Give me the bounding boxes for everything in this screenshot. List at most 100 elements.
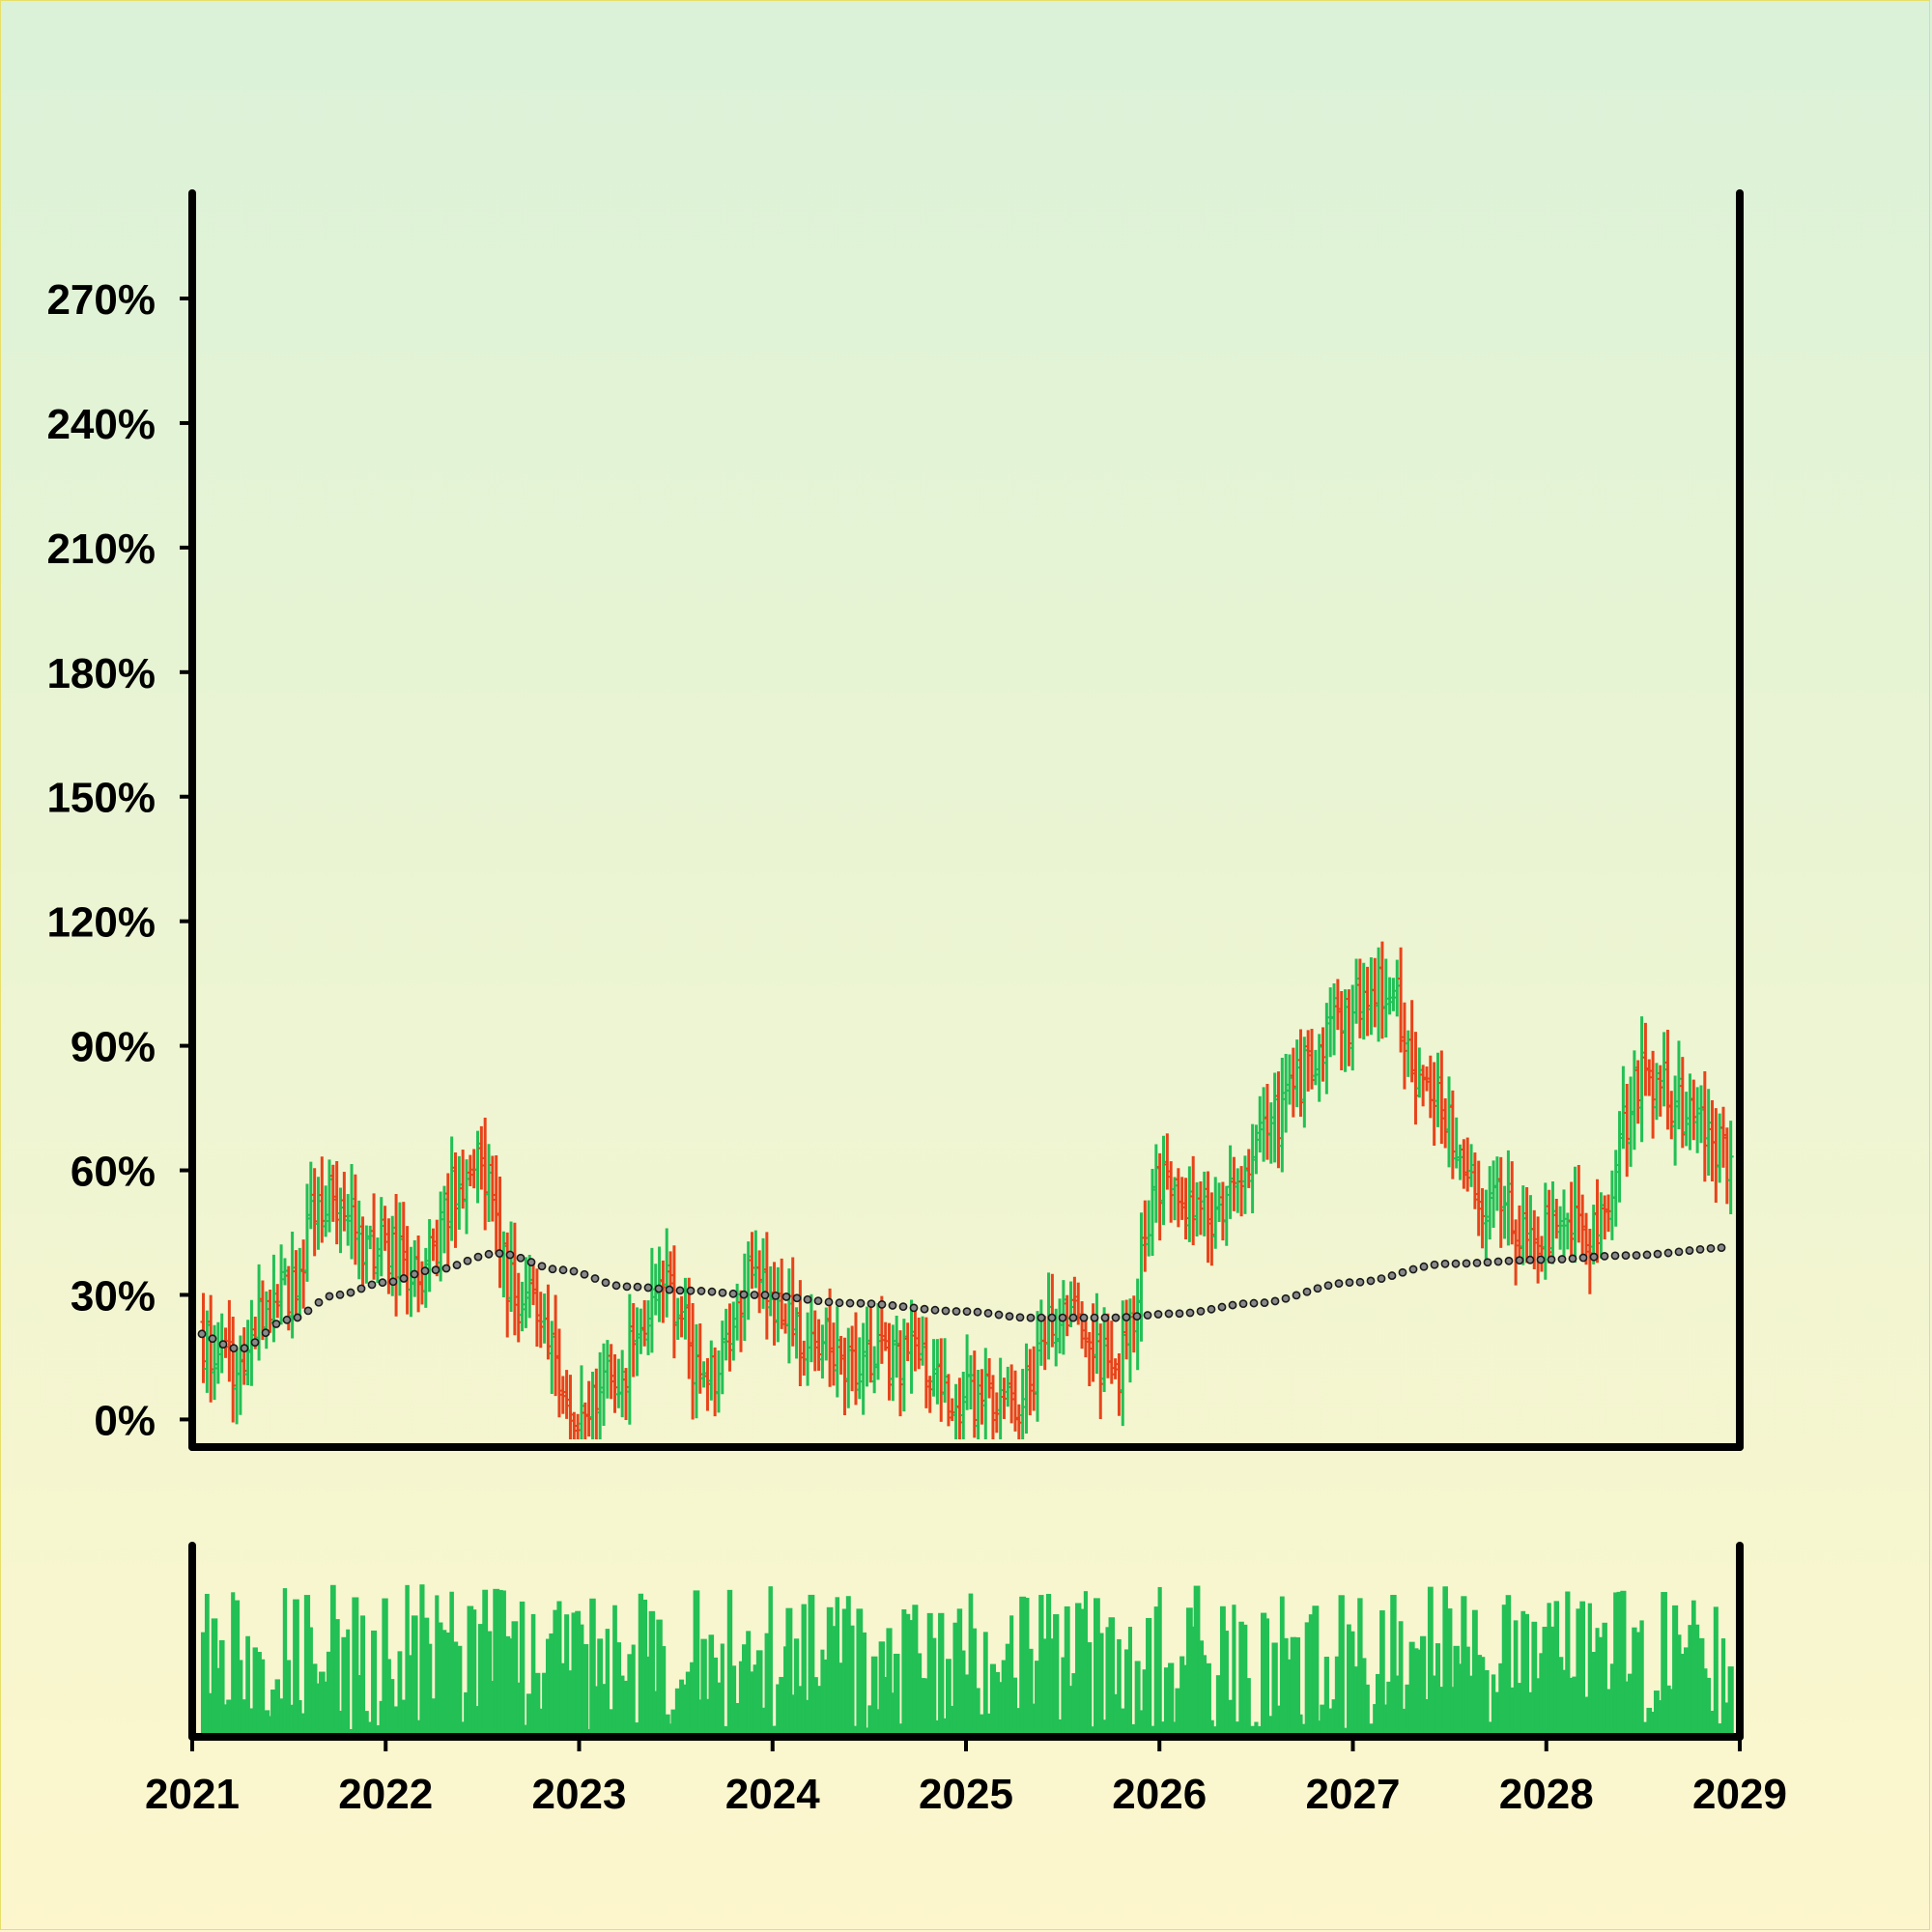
moving-average-dot <box>1047 1313 1057 1322</box>
volume-bar <box>538 1708 543 1737</box>
volume-bar <box>835 1597 840 1737</box>
moving-average-dot <box>569 1266 579 1276</box>
moving-average-dot <box>930 1305 940 1315</box>
moving-average-dot <box>813 1296 823 1306</box>
x-tick-label: 2029 <box>1692 1771 1787 1818</box>
volume-bar <box>1153 1606 1158 1737</box>
volume-bar <box>1219 1605 1226 1737</box>
volume-bar <box>1632 1627 1637 1737</box>
x-tick-label: 2022 <box>338 1771 433 1818</box>
moving-average-dot <box>590 1274 600 1283</box>
x-tick-label: 2026 <box>1112 1771 1207 1818</box>
volume-bar <box>1279 1596 1285 1737</box>
volume-bar <box>1224 1631 1229 1737</box>
volume-bar <box>411 1615 418 1737</box>
volume-bar <box>946 1659 952 1737</box>
volume-bar <box>585 1728 592 1737</box>
volume-bar <box>1690 1600 1696 1737</box>
moving-average-dot <box>1207 1304 1216 1314</box>
volume-bar <box>690 1662 696 1737</box>
volume-bar <box>1171 1721 1179 1737</box>
volume-bar <box>1012 1677 1018 1737</box>
volume-bar <box>1373 1704 1378 1737</box>
volume-bar <box>1264 1618 1270 1737</box>
volume-bar <box>553 1609 558 1737</box>
moving-average-dot <box>1270 1296 1280 1306</box>
volume-bar <box>467 1605 474 1737</box>
volume-bar <box>270 1690 277 1737</box>
volume-bar <box>1646 1707 1653 1737</box>
moving-average-dot <box>1430 1260 1439 1269</box>
volume-bar <box>615 1642 622 1737</box>
volume-bar <box>1287 1659 1293 1737</box>
volume-bar <box>1427 1586 1434 1737</box>
volume-bar <box>497 1589 503 1737</box>
volume-bar <box>1375 1673 1382 1737</box>
volume-bar <box>820 1649 825 1737</box>
moving-average-dot <box>325 1292 334 1301</box>
moving-average-dot <box>1238 1299 1248 1309</box>
volume-bar <box>456 1645 463 1737</box>
moving-average-dot <box>952 1307 961 1316</box>
volume-bar <box>1423 1698 1431 1737</box>
moving-average-dot <box>1015 1313 1025 1322</box>
volume-bar <box>1053 1614 1060 1737</box>
moving-average-dot <box>1578 1253 1588 1263</box>
volume-bar <box>405 1584 410 1737</box>
volume-bar <box>1386 1681 1393 1737</box>
moving-average-dot <box>1547 1255 1556 1264</box>
volume-bar <box>211 1618 218 1737</box>
volume-bar <box>545 1638 551 1737</box>
moving-average-dot <box>1398 1267 1407 1277</box>
x-tick-label: 2023 <box>532 1771 627 1818</box>
moving-average-dot <box>1717 1243 1726 1252</box>
volume-bar <box>1556 1657 1564 1737</box>
volume-bar <box>1717 1723 1722 1737</box>
volume-bar <box>1034 1661 1041 1737</box>
volume-bar <box>1572 1676 1578 1737</box>
volume-bar <box>375 1724 381 1737</box>
volume-bar <box>685 1671 693 1737</box>
volume-bar <box>274 1679 280 1737</box>
y-tick-label: 270% <box>46 276 156 324</box>
volume-bar <box>533 1672 541 1737</box>
moving-average-dot <box>686 1286 696 1295</box>
volume-bar <box>874 1709 882 1737</box>
volume-bar <box>886 1628 893 1737</box>
x-tick-label: 2027 <box>1306 1771 1401 1818</box>
volume-bar <box>989 1663 997 1737</box>
volume-bar <box>267 1716 273 1737</box>
volume-bar <box>1361 1658 1367 1737</box>
volume-bar <box>471 1609 477 1737</box>
volume-bar <box>704 1698 711 1737</box>
volume-bar <box>985 1713 993 1737</box>
moving-average-dot <box>994 1310 1004 1320</box>
volume-bar <box>556 1601 562 1737</box>
volume-bar <box>241 1699 247 1737</box>
volume-bar <box>1027 1648 1034 1737</box>
volume-bar <box>679 1679 685 1737</box>
volume-bar <box>1215 1675 1223 1737</box>
volume-bar <box>1467 1675 1475 1737</box>
volume-bar <box>1620 1590 1627 1737</box>
volume-bar <box>508 1638 514 1737</box>
volume-bar <box>333 1619 340 1737</box>
volume-bar <box>1491 1674 1496 1737</box>
volume-bar <box>771 1725 778 1737</box>
volume-bar <box>730 1665 737 1737</box>
volume-bar <box>738 1661 744 1737</box>
volume-bar <box>1553 1601 1560 1737</box>
volume-bar <box>693 1590 700 1737</box>
moving-average-dot <box>633 1282 642 1292</box>
volume-bar <box>1395 1675 1400 1737</box>
volume-bar <box>1127 1627 1133 1737</box>
volume-bar <box>619 1675 625 1737</box>
moving-average-dot <box>420 1266 430 1275</box>
moving-average-dot <box>1132 1312 1142 1321</box>
volume-bar <box>260 1659 266 1737</box>
moving-average-dot <box>229 1344 239 1353</box>
volume-bar <box>712 1657 719 1737</box>
volume-bar <box>1168 1662 1175 1737</box>
volume-bar <box>392 1706 400 1737</box>
volume-bar <box>1576 1608 1582 1737</box>
